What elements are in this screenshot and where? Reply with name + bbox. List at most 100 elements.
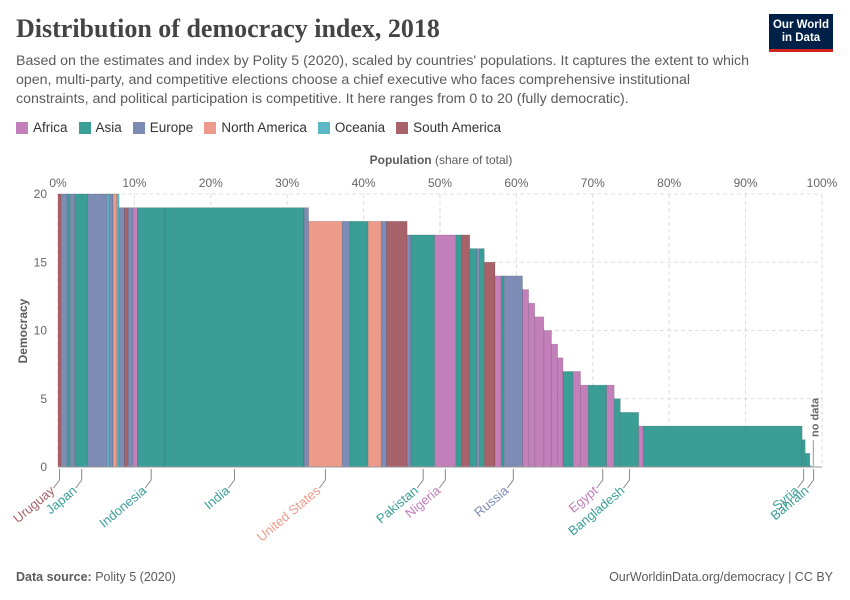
country-leader bbox=[438, 479, 446, 489]
x-tick-label: 40% bbox=[352, 176, 376, 190]
bar-europe bbox=[69, 193, 76, 468]
legend-label-oceania: Oceania bbox=[334, 120, 386, 135]
bar-asia bbox=[349, 221, 369, 468]
bar-africa bbox=[132, 207, 138, 468]
data-source: Data source: Polity 5 (2020) bbox=[16, 570, 176, 584]
x-tick-label: 50% bbox=[428, 176, 452, 190]
bar-africa bbox=[543, 330, 552, 468]
x-tick-label: 70% bbox=[581, 176, 605, 190]
bar-asia bbox=[66, 193, 71, 468]
bar-europe bbox=[303, 207, 309, 468]
country-leader bbox=[506, 479, 514, 489]
legend-label-south-america: South America bbox=[413, 120, 501, 135]
bar-asia bbox=[469, 248, 477, 468]
chart-subtitle: Based on the estimates and index by Poli… bbox=[16, 53, 750, 107]
bar-africa bbox=[638, 425, 644, 468]
bar-europe bbox=[108, 193, 114, 468]
bar-asia bbox=[455, 234, 462, 468]
bar-asia bbox=[74, 193, 89, 468]
bar-europe bbox=[127, 207, 134, 468]
country-leader bbox=[228, 479, 235, 489]
legend-item-asia[interactable]: Asia bbox=[78, 120, 122, 135]
country-label-india: India bbox=[201, 482, 233, 512]
bar-south-america bbox=[461, 234, 471, 468]
bar-africa bbox=[551, 343, 558, 468]
logo-line-2: in Data bbox=[781, 32, 821, 44]
x-axis-title-rest: (share of total) bbox=[432, 153, 513, 167]
legend-item-oceania[interactable]: Oceania bbox=[317, 120, 386, 135]
x-tick-label: 0% bbox=[49, 176, 67, 190]
bar-south-america bbox=[124, 207, 129, 468]
bar-europe bbox=[406, 234, 412, 468]
legend-item-europe[interactable]: Europe bbox=[132, 120, 193, 135]
legend-item-south-america[interactable]: South America bbox=[396, 120, 501, 135]
bar-africa bbox=[580, 384, 589, 468]
bar-asia bbox=[620, 412, 639, 468]
bar-europe bbox=[503, 275, 523, 468]
legend: Africa Asia Europe North America Oceania… bbox=[16, 120, 512, 135]
country-label-russia: Russia bbox=[471, 482, 512, 520]
bar-asia bbox=[500, 275, 505, 468]
logo-line-1: Our World bbox=[772, 19, 829, 31]
bar-europe bbox=[118, 207, 125, 468]
bar-south-america bbox=[386, 221, 408, 468]
x-tick-label: 80% bbox=[657, 176, 681, 190]
bar-asia bbox=[642, 425, 803, 468]
bar-africa bbox=[494, 275, 502, 468]
country-leader bbox=[416, 479, 424, 489]
country-leader bbox=[144, 479, 152, 489]
bar-africa bbox=[572, 371, 581, 468]
legend-swatch-north-america bbox=[204, 121, 217, 134]
legend-label-asia: Asia bbox=[95, 120, 122, 135]
x-tick-label: 100% bbox=[807, 176, 838, 190]
y-tick-label: 0 bbox=[40, 460, 47, 474]
x-axis-title: Population (share of total) bbox=[370, 153, 513, 167]
bar-north-america bbox=[308, 221, 343, 468]
bar-south-america bbox=[57, 193, 62, 468]
legend-label-africa: Africa bbox=[33, 120, 68, 135]
country-label-indonesia: Indonesia bbox=[96, 482, 149, 530]
legend-item-africa[interactable]: Africa bbox=[16, 120, 68, 135]
bar-europe bbox=[341, 221, 351, 468]
x-tick-label: 10% bbox=[122, 176, 146, 190]
country-leader bbox=[596, 479, 604, 489]
country-leader bbox=[53, 479, 60, 489]
bar-north-america bbox=[367, 221, 382, 468]
data-source-label: Data source: bbox=[16, 570, 92, 584]
bar-asia bbox=[562, 371, 574, 468]
legend-swatch-africa bbox=[16, 121, 28, 134]
data-source-value[interactable]: Polity 5 (2020) bbox=[95, 570, 176, 584]
bar-oceania bbox=[106, 193, 110, 468]
country-label-united-states: United States bbox=[254, 482, 324, 544]
bar-asia bbox=[479, 248, 485, 468]
legend-item-north-america[interactable]: North America bbox=[204, 120, 307, 135]
no-data-label: no data bbox=[809, 397, 821, 437]
bar-africa bbox=[534, 316, 545, 468]
y-tick-label: 15 bbox=[34, 255, 48, 269]
x-tick-label: 20% bbox=[199, 176, 223, 190]
bar-north-america bbox=[112, 193, 118, 468]
bar-asia bbox=[804, 453, 811, 468]
bar-asia bbox=[137, 207, 166, 468]
bar-asia bbox=[410, 234, 435, 468]
bar-asia bbox=[587, 384, 607, 468]
y-tick-label: 20 bbox=[34, 187, 48, 201]
chart-title: Distribution of democracy index, 2018 bbox=[16, 14, 440, 43]
bar-asia bbox=[801, 439, 806, 468]
bar-europe bbox=[380, 221, 387, 468]
x-tick-label: 60% bbox=[504, 176, 528, 190]
country-leader bbox=[318, 479, 326, 489]
legend-swatch-asia bbox=[78, 121, 91, 134]
x-axis-title-bold: Population bbox=[370, 153, 432, 167]
country-leader bbox=[797, 479, 805, 489]
bar-africa bbox=[522, 289, 529, 468]
bar-africa bbox=[606, 384, 615, 468]
y-tick-label: 10 bbox=[34, 324, 48, 338]
footer-url[interactable]: OurWorldinData.org/democracy | CC BY bbox=[609, 570, 833, 584]
y-axis-title: Democracy bbox=[16, 298, 30, 363]
country-leader bbox=[75, 479, 83, 489]
bar-africa bbox=[528, 302, 536, 468]
owid-logo[interactable]: Our World in Data bbox=[769, 14, 833, 52]
